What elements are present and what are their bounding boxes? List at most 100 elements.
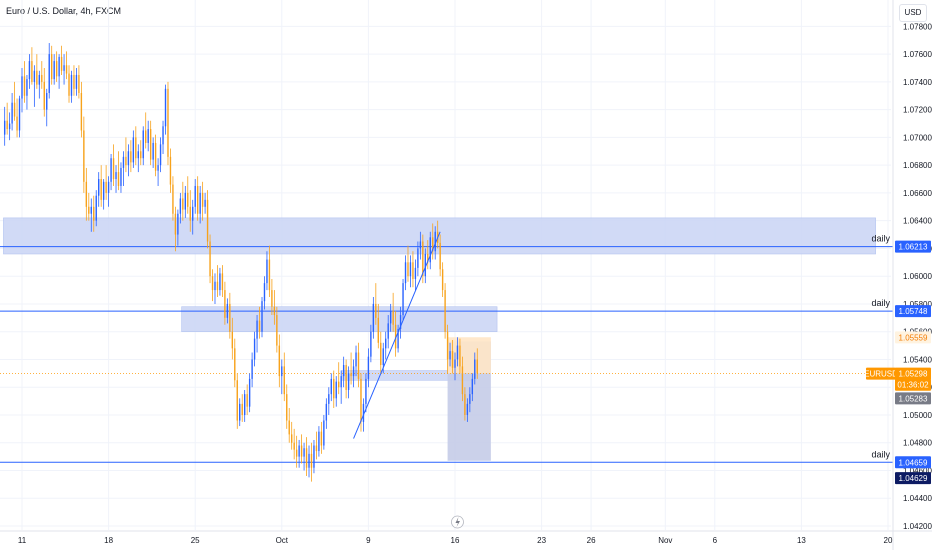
x-tick-label: 23 [537,536,546,545]
candle-body [169,156,172,185]
candle-body [214,281,216,291]
candle-body [387,323,389,339]
candle-body [471,378,474,395]
candle-body [88,206,90,214]
candle-body [320,431,323,446]
candle-body [365,378,367,404]
price-tag [895,392,931,405]
supply-demand-zone [447,337,491,374]
candle-body [135,137,137,159]
candle-body [182,198,184,210]
candle-body [206,199,209,242]
candle-body [355,352,357,367]
candle-body [350,373,352,377]
candle-body [68,73,70,96]
candle-body [3,120,6,135]
x-tick-label: 20 [884,536,893,545]
x-tick-label: Oct [276,536,289,545]
levels-layer: daily daily daily [0,234,893,463]
candle-body [281,366,283,377]
candle-body [474,359,476,379]
y-tick-label: 1.04200 [903,522,932,531]
candle-body [102,181,105,200]
x-tick-label: 13 [797,536,806,545]
candle-body [63,65,65,71]
chart-grid [0,0,891,530]
candle-body [328,394,330,404]
candle-body [283,366,285,395]
x-tick-label: 25 [191,536,200,545]
candle-body [342,365,345,377]
candle-body [142,130,144,159]
candle-body [276,315,278,346]
candle-body [360,378,362,422]
candle-body [429,237,431,263]
x-tick-label: 11 [18,536,27,545]
y-tick-label: 1.05000 [903,411,932,420]
candle-body [132,137,135,163]
price-tag [895,331,931,344]
candle-body [199,192,201,214]
candle-body [253,338,256,360]
candle-body [419,241,422,249]
candle-body [340,376,342,388]
price-tag-label: 1.05283 [899,394,928,403]
candle-body [271,290,273,307]
chart-title: Euro / U.S. Dollar, 4h, FXCM [6,6,122,16]
currency-button[interactable]: USD [899,4,927,22]
x-tick-label: 6 [713,536,718,545]
candle-body [308,453,310,468]
candle-body [177,213,179,235]
candle-body [229,303,231,332]
price-tag-label: 1.05748 [899,307,928,316]
candle-body [273,306,276,316]
candle-body [323,420,325,446]
candle-body [112,158,115,180]
y-tick-label: 1.04400 [903,494,932,503]
candle-body [192,206,194,221]
candle-body [46,92,48,110]
candle-body [157,165,159,171]
candle-body [164,88,167,127]
candle-body [459,345,461,367]
candle-body [196,185,199,214]
candle-body [449,351,451,360]
candle-body [70,74,73,96]
overlay-layer [353,231,464,529]
candle-body [90,206,92,214]
price-tag-label: 1.04659 [899,458,928,467]
candle-body [372,303,375,332]
candle-body [187,192,189,207]
candle-body [167,88,169,157]
candle-body [149,129,152,160]
candle-body [243,394,246,415]
candle-body [26,79,28,96]
price-tag-label: EURUSD [864,370,898,379]
candle-body [239,403,241,421]
candle-body [221,273,224,291]
lightning-icon [455,517,460,527]
candle-body [23,76,26,96]
candle-body [48,54,50,93]
candle-body [224,290,226,318]
candle-body [36,70,38,85]
x-tick-label: Nov [658,536,672,545]
trendline [353,231,441,439]
candle-body [315,445,318,452]
candle-body [189,206,191,221]
candle-body [392,310,394,325]
candle-body [476,359,478,374]
candle-body [434,231,436,252]
y-tick-label: 1.05400 [903,355,932,364]
candle-body [53,61,55,80]
candle-body [399,315,402,329]
candle-body [107,181,110,193]
candle-body [50,54,53,80]
candle-body [241,403,243,415]
candle-body [231,331,234,349]
candle-body [194,185,196,207]
candle-body [439,242,441,270]
candle-body [152,142,154,160]
